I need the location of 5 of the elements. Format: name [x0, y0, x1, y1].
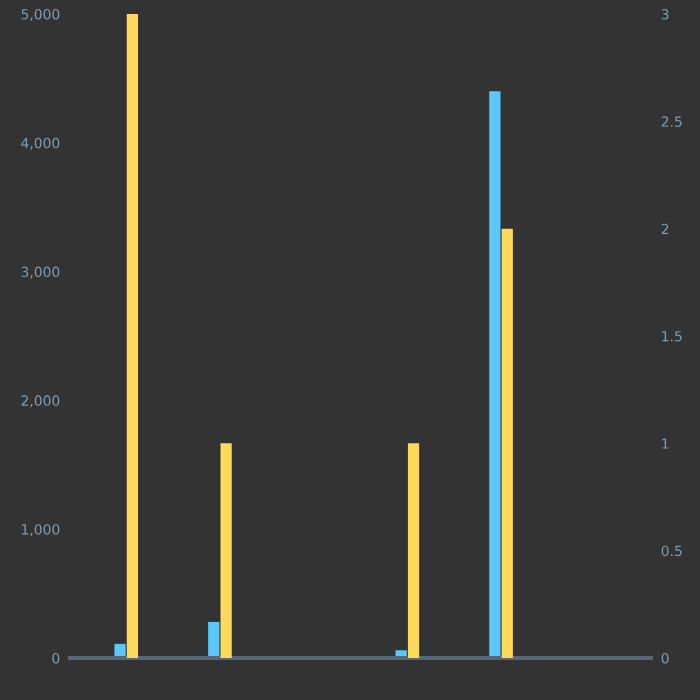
- bar: [220, 443, 232, 658]
- bar: [407, 443, 420, 658]
- bar: [114, 643, 126, 658]
- bar: [126, 14, 139, 658]
- bar: [208, 621, 220, 658]
